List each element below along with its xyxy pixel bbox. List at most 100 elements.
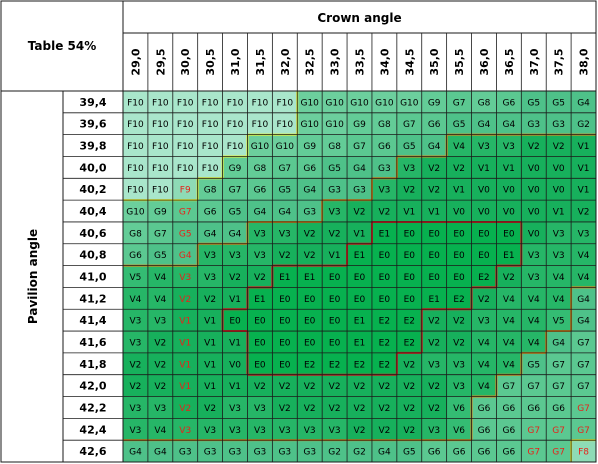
grade-cell — [322, 374, 348, 397]
grade-label: V4 — [154, 426, 166, 436]
grade-cell — [446, 178, 472, 201]
grade-label: V4 — [578, 251, 590, 261]
grade-cell — [197, 374, 223, 397]
grade-label: V3 — [304, 426, 316, 436]
grade-label: E1 — [354, 317, 365, 327]
grade-cell — [347, 243, 372, 266]
grade-label: V2 — [329, 404, 341, 414]
grade-cell — [396, 221, 422, 244]
grade-label: V1 — [553, 208, 565, 218]
grade-label: E0 — [404, 251, 416, 261]
grade-cell — [123, 134, 148, 157]
grade-label: V1 — [204, 317, 216, 327]
grade-cell — [172, 287, 198, 310]
grade-cell — [546, 221, 572, 244]
grade-cell — [272, 287, 298, 310]
x-tick-label: 31,0 — [229, 48, 242, 75]
grade-cell — [123, 352, 148, 375]
grade-label: V4 — [528, 295, 540, 305]
grade-cell — [421, 331, 447, 353]
grade-cell — [297, 352, 323, 375]
grade-cell — [471, 418, 497, 441]
grade-label: V3 — [254, 404, 266, 414]
grade-cell — [446, 418, 472, 441]
grade-label: V3 — [403, 164, 415, 174]
grade-cell — [446, 200, 472, 222]
grade-label: V4 — [528, 317, 540, 327]
grade-label: V2 — [378, 426, 390, 436]
grade-label: V2 — [453, 317, 465, 327]
grade-cell — [172, 243, 198, 266]
grade-label: E0 — [428, 251, 440, 261]
grade-label: G10 — [375, 98, 394, 108]
grade-cell — [446, 287, 472, 310]
grade-cell — [421, 374, 447, 397]
grade-label: V1 — [478, 164, 490, 174]
grade-label: G5 — [527, 98, 540, 108]
grade-label: V2 — [279, 404, 291, 414]
grade-cell — [147, 156, 173, 179]
grade-label: V0 — [528, 208, 540, 218]
grade-label: G10 — [300, 120, 319, 130]
grade-cell — [347, 112, 372, 135]
grade-label: V2 — [478, 295, 490, 305]
y-tick-label: 40,0 — [79, 161, 106, 174]
grade-cell — [172, 265, 198, 288]
y-tick-label: 41,4 — [79, 314, 106, 327]
grade-label: E2 — [329, 360, 340, 370]
grade-label: V3 — [130, 338, 142, 348]
grade-cell — [322, 331, 348, 353]
grade-label: E0 — [329, 338, 341, 348]
grade-label: G3 — [303, 448, 316, 458]
grade-cell — [571, 200, 596, 222]
grade-cell — [546, 200, 572, 222]
grade-label: V0 — [553, 164, 565, 174]
grade-label: V3 — [229, 426, 241, 436]
grade-label: G8 — [129, 229, 142, 239]
grade-label: G4 — [478, 120, 491, 130]
grade-cell — [347, 331, 372, 353]
grade-cell — [371, 440, 397, 462]
grade-cell — [272, 243, 298, 266]
grade-label: G10 — [350, 98, 369, 108]
grade-cell — [446, 331, 472, 353]
grade-cell — [272, 178, 298, 201]
grade-cell — [172, 418, 198, 441]
grade-cell — [147, 396, 173, 419]
grade-cell — [546, 396, 572, 419]
grade-cell — [172, 178, 198, 201]
grade-label: E0 — [254, 317, 266, 327]
grade-label: G4 — [254, 208, 267, 218]
grade-label: V4 — [154, 273, 166, 283]
grade-label: V1 — [428, 208, 440, 218]
grade-cell — [396, 265, 422, 288]
grade-cell — [297, 178, 323, 201]
grade-label: F10 — [152, 164, 169, 174]
x-tick-label: 31,5 — [254, 48, 267, 75]
grade-cell — [421, 221, 447, 244]
grade-label: G6 — [503, 404, 516, 414]
grade-cell — [421, 265, 447, 288]
grade-label: G3 — [552, 120, 565, 130]
grade-label: G3 — [278, 448, 291, 458]
grade-cell — [546, 440, 572, 462]
grade-label: G4 — [129, 448, 142, 458]
grade-label: F10 — [177, 164, 194, 174]
grade-cell — [371, 178, 397, 201]
grade-cell — [521, 287, 547, 310]
grade-label: E0 — [503, 229, 515, 239]
grade-label: G7 — [577, 382, 590, 392]
grade-label: V2 — [428, 164, 440, 174]
grade-cell — [396, 374, 422, 397]
grade-label: V4 — [453, 142, 465, 152]
grade-cell — [571, 331, 596, 353]
grade-cell — [421, 243, 447, 266]
grade-cell — [172, 309, 198, 332]
y-tick-label: 40,2 — [79, 183, 106, 196]
grade-label: V2 — [453, 338, 465, 348]
grade-cell — [396, 396, 422, 419]
grade-label: V2 — [428, 317, 440, 327]
grade-cell — [571, 396, 596, 419]
grade-cell — [396, 112, 422, 135]
grade-cell — [272, 440, 298, 462]
